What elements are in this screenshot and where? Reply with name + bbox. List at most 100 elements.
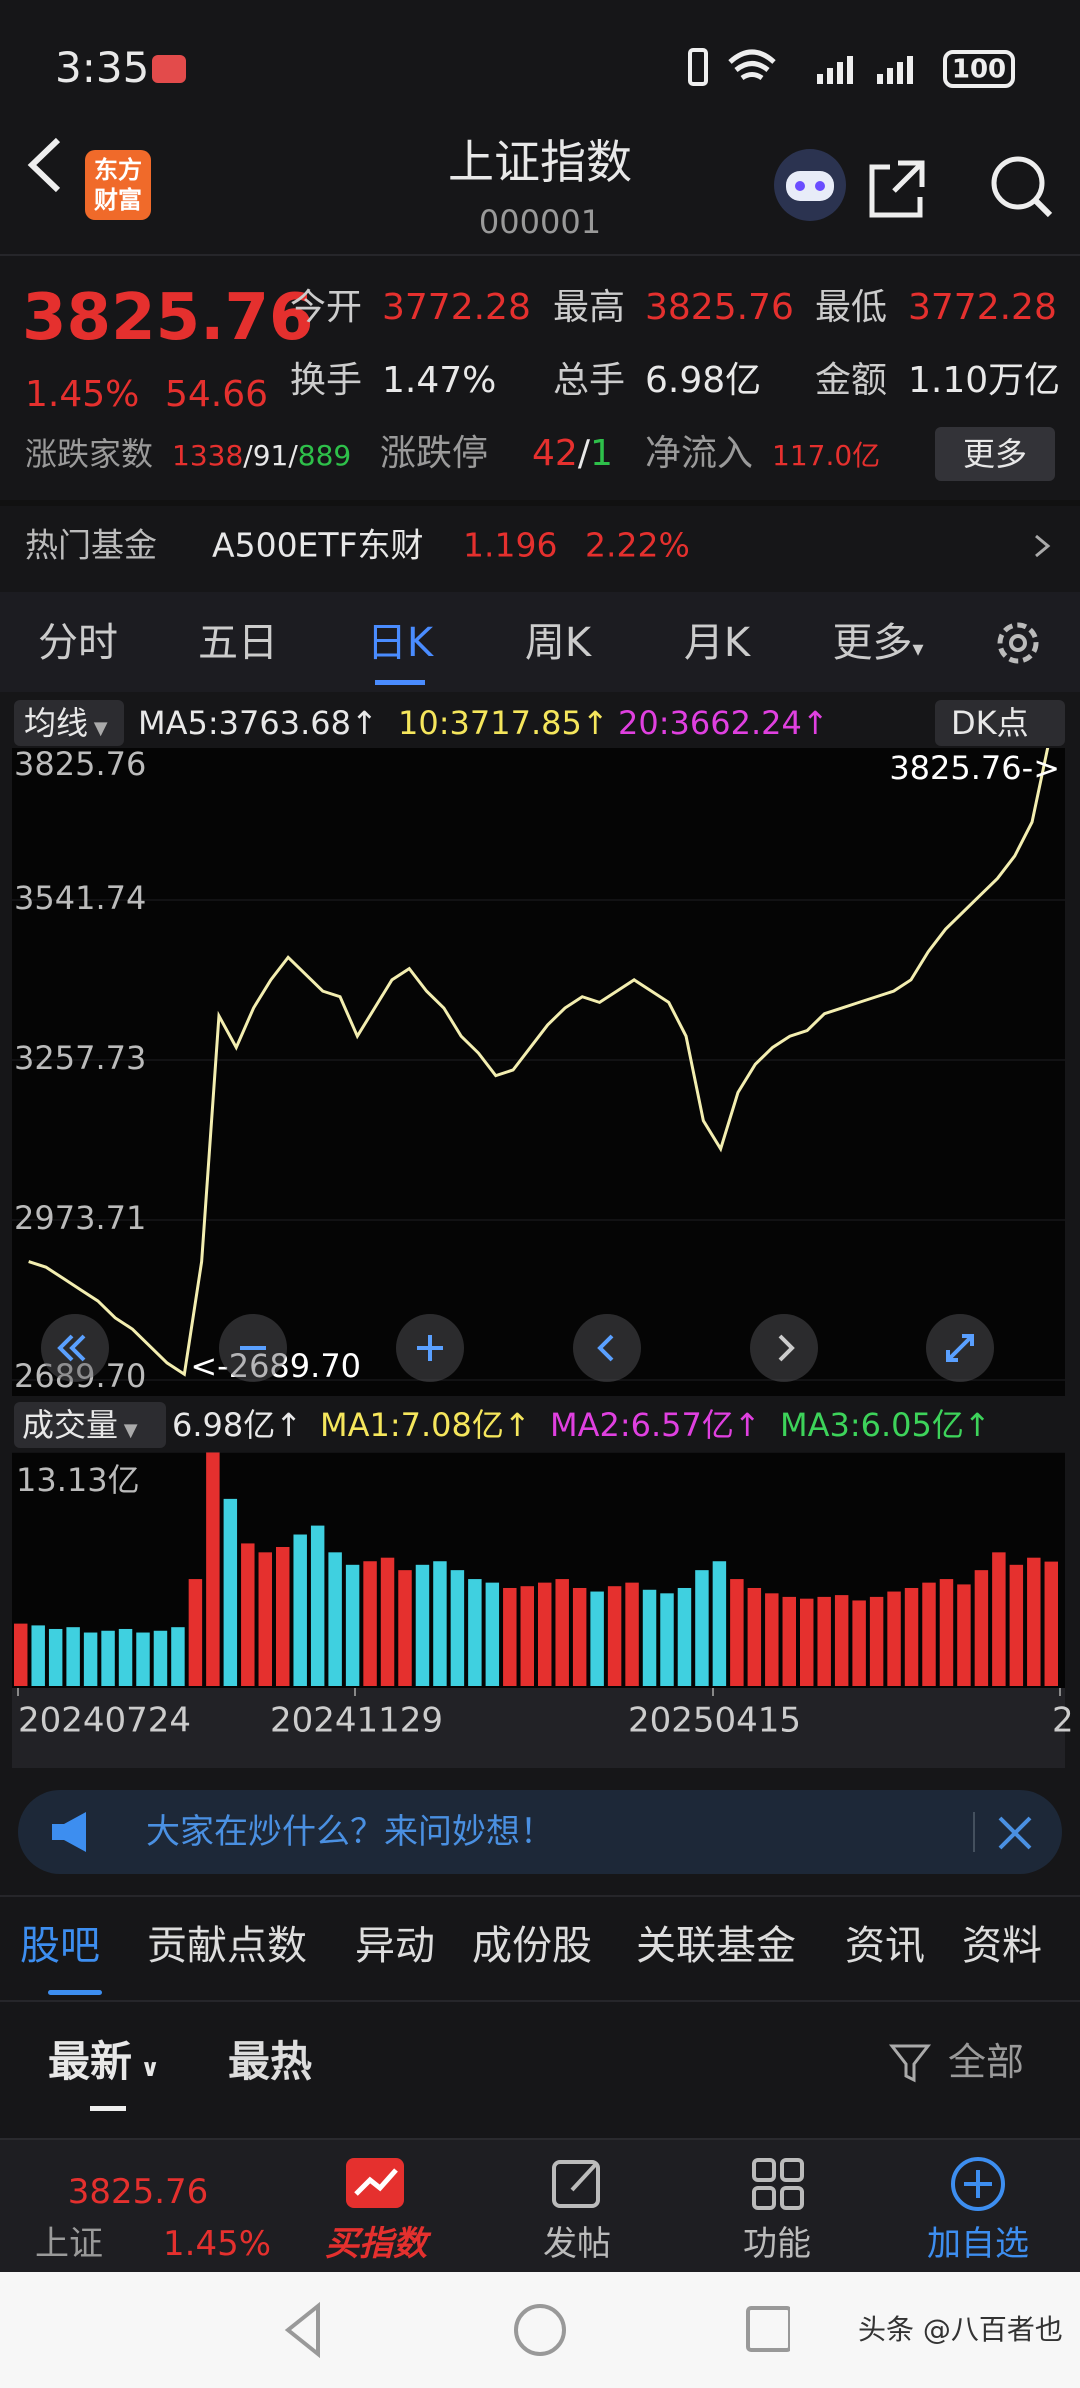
divider bbox=[0, 1895, 1080, 1897]
more-label: 更多 bbox=[962, 435, 1028, 473]
more-button[interactable]: 更多 bbox=[935, 427, 1055, 481]
volume-bar bbox=[223, 1498, 238, 1686]
price-line bbox=[28, 748, 1050, 1377]
volume-bar bbox=[363, 1561, 377, 1686]
period-tab[interactable]: 分时 bbox=[38, 620, 118, 666]
stat-value: 1.47% bbox=[382, 360, 497, 401]
volume-bar bbox=[1009, 1564, 1024, 1686]
ma5: MA5:3763.68↑ bbox=[138, 704, 378, 742]
filter-label[interactable]: 全部 bbox=[948, 2040, 1025, 2084]
period-tab[interactable]: 更多▾ bbox=[832, 620, 924, 666]
breadth-up: 1338 bbox=[172, 439, 244, 472]
volume-bar bbox=[101, 1630, 115, 1686]
period-tab[interactable]: 日K bbox=[366, 620, 434, 666]
stat-label: 最低 bbox=[815, 287, 888, 328]
settings-button[interactable] bbox=[990, 615, 1046, 671]
nav-item[interactable]: 发帖 bbox=[543, 2224, 611, 2264]
content-tab[interactable]: 资讯 bbox=[845, 1923, 925, 1969]
battery bbox=[943, 50, 1015, 88]
fund-name[interactable]: A500ETF东财 bbox=[212, 525, 424, 565]
dk-button[interactable]: DK点 bbox=[935, 700, 1065, 746]
breadth: 1338/91/889 bbox=[172, 439, 352, 472]
close-button[interactable] bbox=[996, 1814, 1034, 1852]
nav-item[interactable]: 加自选 bbox=[927, 2224, 1029, 2264]
content-tab[interactable]: 资料 bbox=[962, 1923, 1042, 1969]
y-tick-label: 2689.70 bbox=[14, 1357, 146, 1395]
volume-selector[interactable]: 成交量 ▼ bbox=[14, 1402, 166, 1448]
volume-bar bbox=[642, 1589, 657, 1686]
period-tab[interactable]: 月K bbox=[683, 620, 751, 666]
volume-bar bbox=[433, 1561, 447, 1686]
share-button[interactable] bbox=[869, 160, 925, 218]
y-tick-label: 2973.71 bbox=[14, 1199, 146, 1237]
sort-latest[interactable]: 最新 ∨ bbox=[48, 2037, 160, 2086]
volume-bar bbox=[1027, 1557, 1041, 1686]
y-tick-label: 3257.73 bbox=[14, 1039, 146, 1077]
period-underline bbox=[375, 680, 425, 685]
volume-bar bbox=[572, 1587, 587, 1686]
control-icons bbox=[57, 1334, 974, 1362]
sort-hot[interactable]: 最热 bbox=[228, 2037, 313, 2086]
kline-chart: 3825.76 3541.74 3257.73 2973.71 2689.70 3825.… bbox=[12, 748, 1065, 1396]
period-tab[interactable]: 周K bbox=[524, 620, 592, 666]
code: 000001 bbox=[478, 203, 602, 241]
y-tick-label: 3541.74 bbox=[14, 879, 146, 917]
volume-bar bbox=[398, 1570, 412, 1686]
back-button[interactable] bbox=[20, 135, 70, 195]
nav-item[interactable]: 买指数 bbox=[325, 2224, 427, 2264]
tab-underline bbox=[48, 1990, 102, 1995]
search-button[interactable] bbox=[991, 156, 1045, 210]
volume-bar bbox=[48, 1628, 63, 1686]
nav-icons bbox=[346, 2157, 1005, 2211]
volume-bar bbox=[887, 1591, 901, 1686]
volume-bar bbox=[695, 1570, 709, 1686]
logo-text: 东方 bbox=[94, 156, 142, 184]
chart-bg bbox=[12, 748, 1065, 1396]
limit: 42/1 bbox=[532, 433, 613, 474]
volume-bar bbox=[538, 1582, 552, 1686]
volume-bar bbox=[66, 1627, 80, 1686]
watermark: 头条 @八百者也 bbox=[858, 2313, 1063, 2346]
volume-bar bbox=[171, 1627, 185, 1686]
inflow-label: 净流入 bbox=[645, 433, 754, 474]
nav-item[interactable]: 功能 bbox=[743, 2224, 811, 2264]
volume-bar bbox=[310, 1525, 325, 1686]
back-key[interactable] bbox=[284, 2301, 320, 2359]
volume-bar bbox=[14, 1623, 28, 1686]
content-tab[interactable]: 异动 bbox=[355, 1923, 435, 1969]
next-button[interactable] bbox=[750, 1314, 818, 1382]
volume-bar bbox=[625, 1582, 639, 1686]
ma20: 20:3662.24↑ bbox=[618, 704, 829, 742]
stat-label: 最高 bbox=[553, 287, 626, 328]
recents-key[interactable] bbox=[746, 2306, 790, 2352]
fund-label: 热门基金 bbox=[25, 525, 157, 565]
prev-button[interactable] bbox=[573, 1314, 641, 1382]
vol-ma3: MA3:6.05亿↑ bbox=[780, 1406, 991, 1444]
volume-bar bbox=[503, 1587, 517, 1686]
vibrate bbox=[688, 48, 708, 86]
content-tab[interactable]: 股吧 bbox=[20, 1923, 100, 1969]
zoom-left-button[interactable] bbox=[41, 1314, 109, 1382]
volume-bar bbox=[852, 1600, 866, 1686]
ma-label: 均线 ▼ bbox=[24, 704, 108, 742]
period-tab[interactable]: 五日 bbox=[198, 620, 278, 666]
content-tab[interactable]: 关联基金 bbox=[636, 1923, 796, 1969]
stat-value: 6.98亿 bbox=[645, 360, 762, 401]
x-tick-label: 20241129 bbox=[270, 1701, 443, 1741]
volume-bar bbox=[555, 1579, 569, 1686]
date-band bbox=[12, 1688, 1065, 1768]
sort-latest-text: 最新 bbox=[48, 2037, 133, 2086]
stat-label: 总手 bbox=[553, 360, 626, 401]
volume-value: 6.98亿↑ bbox=[172, 1406, 303, 1444]
stat-label: 换手 bbox=[290, 360, 363, 401]
volume-label: 成交量 ▼ bbox=[22, 1406, 138, 1444]
x-tick-label: 2 bbox=[1052, 1701, 1074, 1741]
home-key[interactable] bbox=[514, 2304, 566, 2356]
fund-pct: 2.22% bbox=[585, 525, 690, 565]
change: 54.66 bbox=[165, 374, 269, 415]
banner[interactable]: 大家在炒什么？来问妙想！ bbox=[18, 1790, 1062, 1874]
content-tab[interactable]: 成份股 bbox=[472, 1923, 592, 1969]
ma-selector[interactable]: 均线 ▼ bbox=[14, 700, 124, 746]
content-tab[interactable]: 贡献点数 bbox=[147, 1923, 307, 1969]
